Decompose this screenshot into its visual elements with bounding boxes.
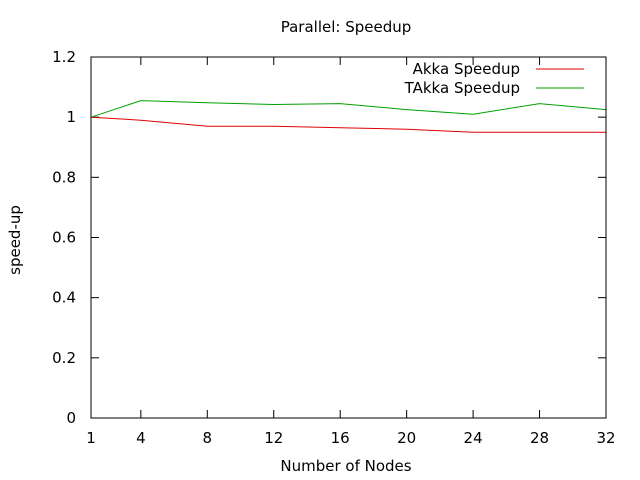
y-tick-label: 0.8: [52, 168, 76, 186]
y-tick-labels: 0 0.2 0.4 0.6 0.8 1 1.2: [52, 48, 76, 427]
y-tick-label: 0.4: [52, 289, 76, 307]
x-tick-label: 4: [136, 429, 146, 447]
legend-label: Akka Speedup: [413, 60, 520, 78]
y-tick-label: 1.2: [52, 48, 76, 66]
series-line-akka: [90, 116, 606, 133]
x-tick-label: 8: [203, 429, 213, 447]
chart-title: Parallel: Speedup: [281, 18, 412, 36]
x-tick-label: 28: [530, 429, 549, 447]
x-tick-label: 24: [464, 429, 483, 447]
y-tick-label: 0.2: [52, 349, 76, 367]
y-tick-label: 0: [66, 409, 76, 427]
tick-marks: [90, 56, 607, 419]
series-lines: [90, 100, 607, 133]
x-tick-label: 12: [264, 429, 283, 447]
x-axis-label: Number of Nodes: [280, 457, 411, 475]
x-tick-label: 20: [397, 429, 416, 447]
y-tick-label: 0.6: [52, 229, 76, 247]
x-tick-labels: 1 4 8 12 16 20 24 28 32: [86, 429, 615, 447]
x-tick-label: 1: [86, 429, 96, 447]
y-tick-label: 1: [66, 108, 76, 126]
x-tick-label: 32: [596, 429, 615, 447]
series-line-takka: [90, 100, 607, 118]
legend-label: TAkka Speedup: [404, 79, 520, 97]
plot-frame: [90, 56, 607, 419]
y-axis-label: speed-up: [6, 205, 24, 275]
x-tick-label: 16: [331, 429, 350, 447]
